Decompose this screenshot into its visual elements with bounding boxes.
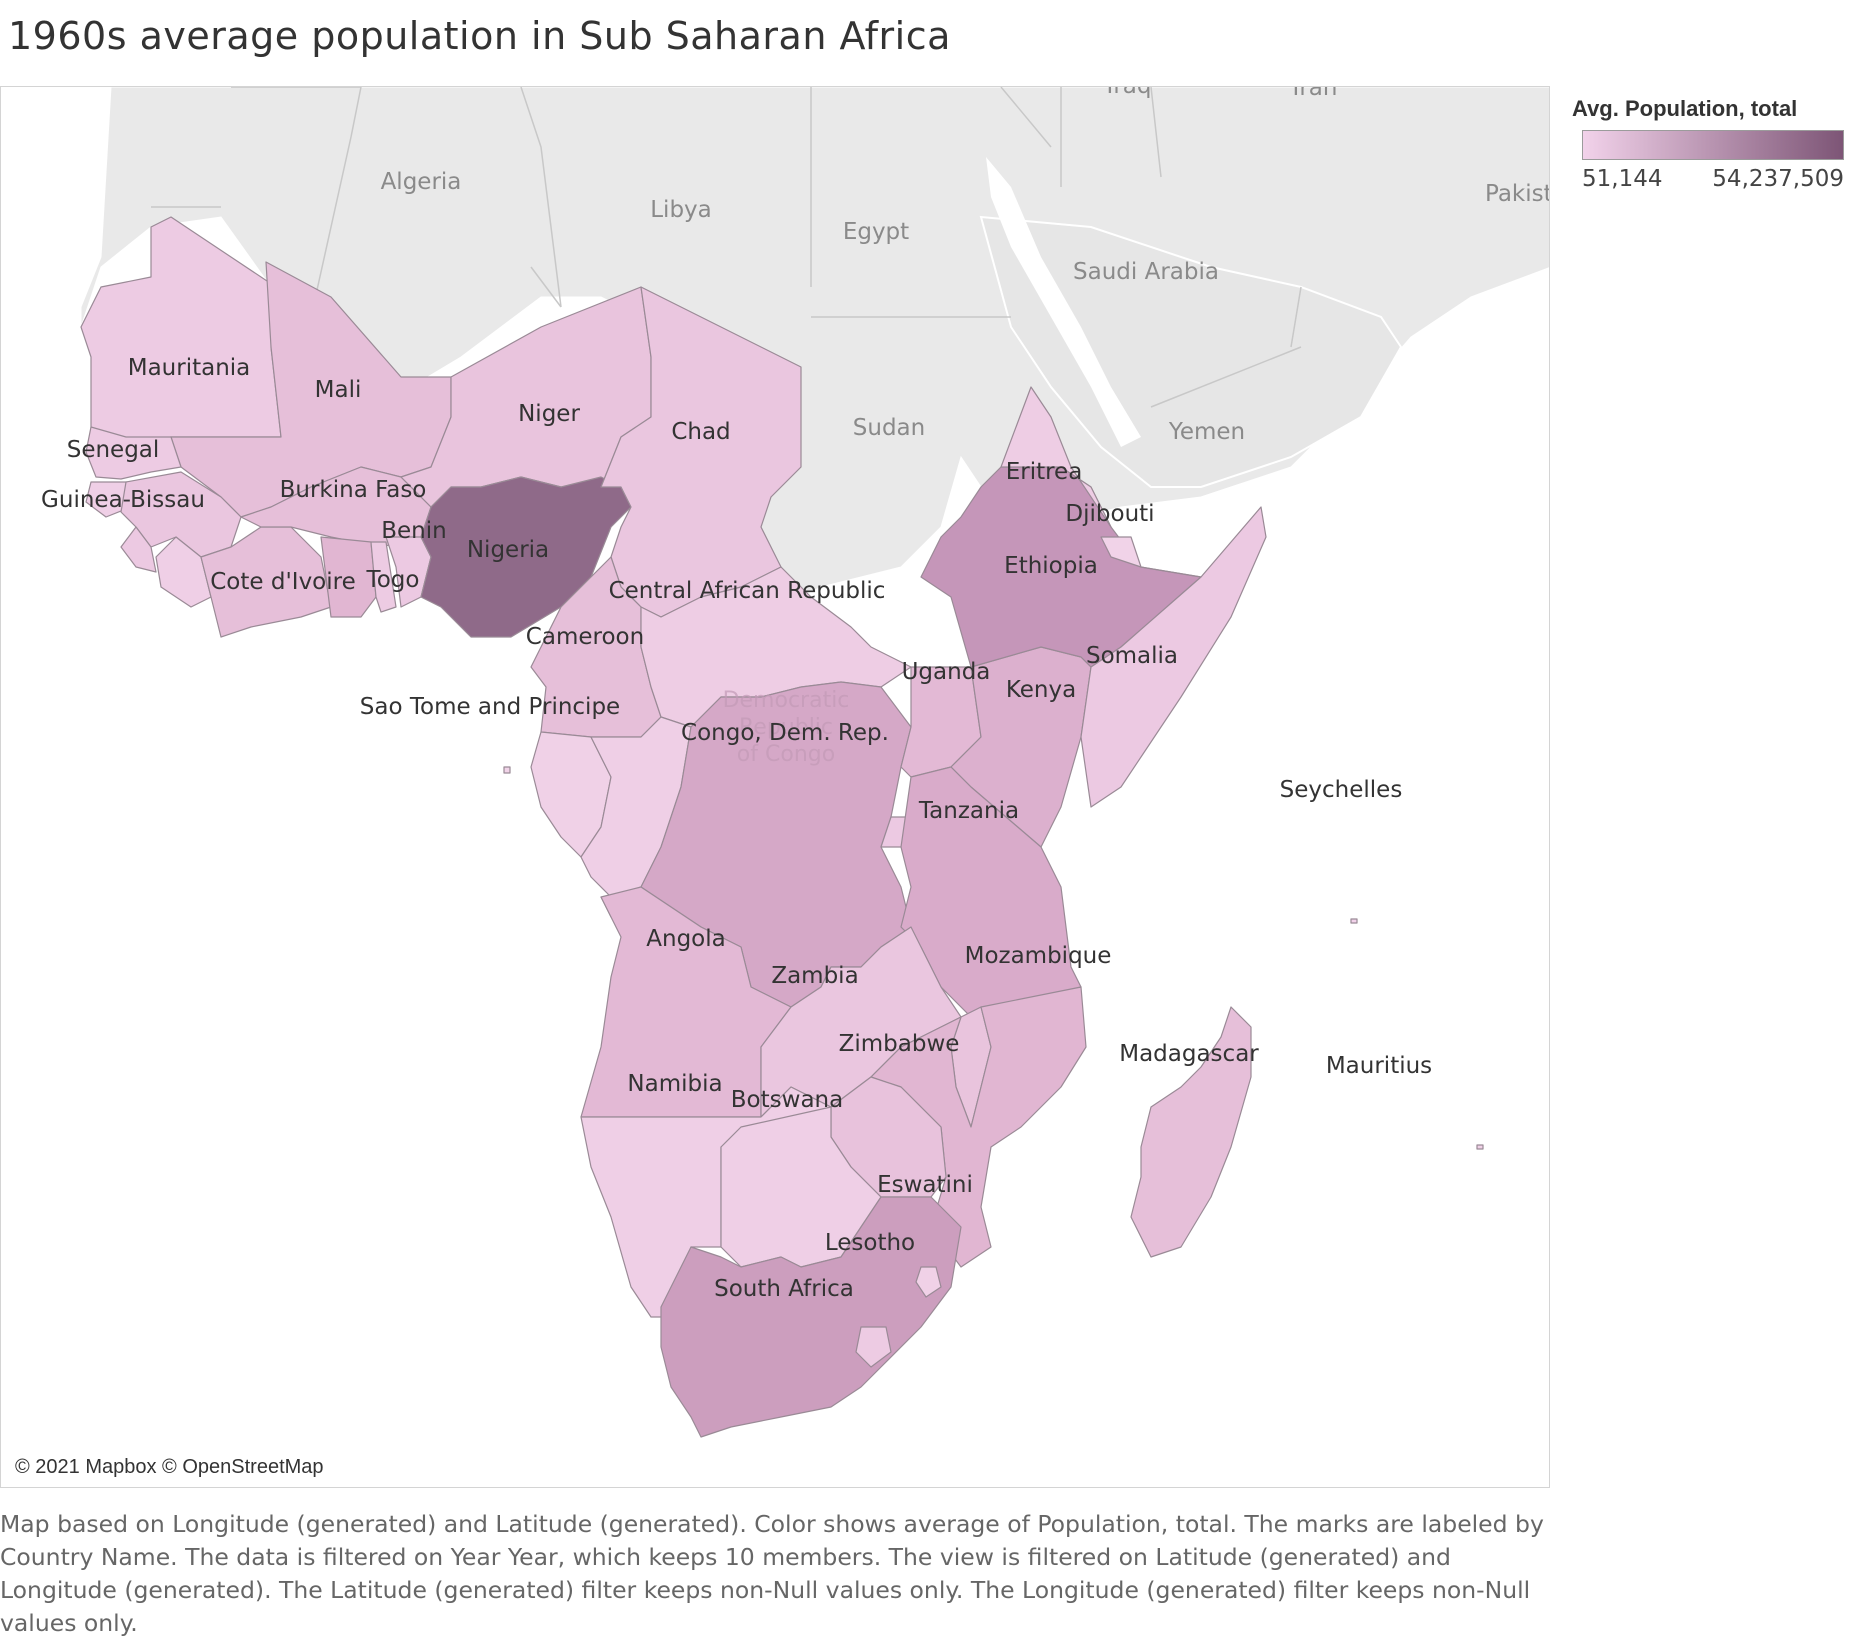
legend-max-label: 54,237,509 <box>1712 166 1844 192</box>
ghost-label-drc-1: Democratic <box>723 688 850 713</box>
label-yemen: Yemen <box>1168 419 1245 445</box>
ghost-label-layer: Democratic Republic of Congo South Afric… <box>716 688 850 1301</box>
map-svg[interactable]: Algeria Libya Egypt Saudi Arabia Sudan Y… <box>1 87 1550 1488</box>
map-title: 1960s average population in Sub Saharan … <box>8 14 951 58</box>
label-cameroon: Cameroon <box>526 624 644 650</box>
label-angola: Angola <box>646 926 725 952</box>
label-chad: Chad <box>671 419 730 445</box>
label-namibia: Namibia <box>627 1071 722 1097</box>
label-mali: Mali <box>315 377 362 403</box>
label-sao-tome: Sao Tome and Principe <box>360 694 620 720</box>
label-ethiopia: Ethiopia <box>1004 553 1098 579</box>
country-somalia <box>1080 506 1267 808</box>
label-drc: Congo, Dem. Rep. <box>681 720 889 746</box>
label-burkina-faso: Burkina Faso <box>280 477 427 503</box>
label-niger: Niger <box>518 401 580 427</box>
map-view[interactable]: Algeria Libya Egypt Saudi Arabia Sudan Y… <box>0 86 1550 1488</box>
country-eritrea <box>1000 386 1112 528</box>
label-mozambique: Mozambique <box>965 943 1112 969</box>
label-cote-divoire: Cote d'Ivoire <box>210 569 356 595</box>
label-mauritius: Mauritius <box>1326 1053 1432 1079</box>
country-madagascar <box>1130 1006 1252 1258</box>
label-djibouti: Djibouti <box>1065 501 1154 527</box>
country-layer[interactable] <box>80 216 1484 1438</box>
label-senegal: Senegal <box>67 437 160 463</box>
ghost-label-drc-3: of Congo <box>737 742 835 767</box>
legend-labels: 51,144 54,237,509 <box>1582 166 1844 192</box>
label-egypt: Egypt <box>843 219 909 245</box>
label-sudan: Sudan <box>853 415 925 441</box>
map-caption: Map based on Longitude (generated) and L… <box>0 1510 1544 1637</box>
label-botswana: Botswana <box>731 1087 843 1113</box>
label-lesotho: Lesotho <box>825 1230 915 1256</box>
map-attribution[interactable]: © 2021 Mapbox © OpenStreetMap <box>15 1456 324 1478</box>
country-eswatini <box>915 1266 942 1298</box>
label-eswatini: Eswatini <box>877 1172 973 1198</box>
color-legend: Avg. Population, total 51,144 54,237,509 <box>1572 96 1852 192</box>
country-mauritius <box>1476 1144 1484 1150</box>
base-borders <box>151 87 1302 408</box>
label-uganda: Uganda <box>902 659 991 685</box>
label-nigeria: Nigeria <box>467 537 549 563</box>
label-kenya: Kenya <box>1006 677 1076 703</box>
red-sea <box>986 157 1141 447</box>
country-label-layer: Mauritania Mali Niger Chad Senegal Burki… <box>41 355 1432 1302</box>
label-iran: Iran <box>1293 87 1338 101</box>
country-lesotho <box>855 1326 892 1368</box>
ghost-label-drc-2: Republic <box>739 715 833 740</box>
label-iraq: Iraq <box>1107 87 1152 99</box>
label-benin: Benin <box>381 518 446 544</box>
country-togo <box>370 541 397 613</box>
country-south-africa <box>660 1196 962 1438</box>
country-senegal <box>85 426 182 480</box>
label-tanzania: Tanzania <box>918 798 1019 824</box>
label-eritrea: Eritrea <box>1006 459 1083 485</box>
label-pakistan: Pakist <box>1485 181 1550 207</box>
country-guinea-bissau <box>85 481 132 518</box>
ghost-label-south-africa: South Africa <box>716 1276 850 1301</box>
label-south-africa: South Africa <box>714 1276 854 1302</box>
label-algeria: Algeria <box>381 169 462 195</box>
country-nigeria <box>420 476 632 638</box>
label-zimbabwe: Zimbabwe <box>839 1031 960 1057</box>
base-land-layer <box>80 87 1549 608</box>
label-zambia: Zambia <box>771 963 858 989</box>
country-seychelles <box>1350 918 1358 924</box>
legend-title: Avg. Population, total <box>1572 96 1798 121</box>
legend-min-label: 51,144 <box>1582 166 1663 192</box>
label-somalia: Somalia <box>1086 643 1178 669</box>
label-car: Central African Republic <box>609 578 886 604</box>
label-madagascar: Madagascar <box>1119 1041 1259 1067</box>
legend-gradient-bar <box>1582 130 1844 160</box>
label-libya: Libya <box>650 197 712 223</box>
base-land-arabia <box>979 215 1403 488</box>
label-guinea-bissau: Guinea-Bissau <box>41 487 205 513</box>
base-label-layer: Algeria Libya Egypt Saudi Arabia Sudan Y… <box>381 87 1550 445</box>
country-sao-tome <box>503 766 511 774</box>
label-saudi-arabia: Saudi Arabia <box>1073 259 1219 285</box>
label-togo: Togo <box>366 567 420 593</box>
country-sierra-leone <box>120 526 157 573</box>
label-seychelles: Seychelles <box>1280 777 1403 803</box>
label-mauritania: Mauritania <box>128 355 251 381</box>
